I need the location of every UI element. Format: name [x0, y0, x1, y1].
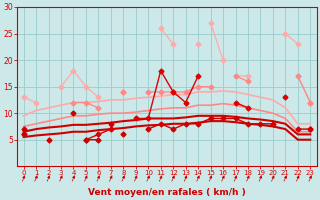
- X-axis label: Vent moyen/en rafales ( km/h ): Vent moyen/en rafales ( km/h ): [88, 188, 246, 197]
